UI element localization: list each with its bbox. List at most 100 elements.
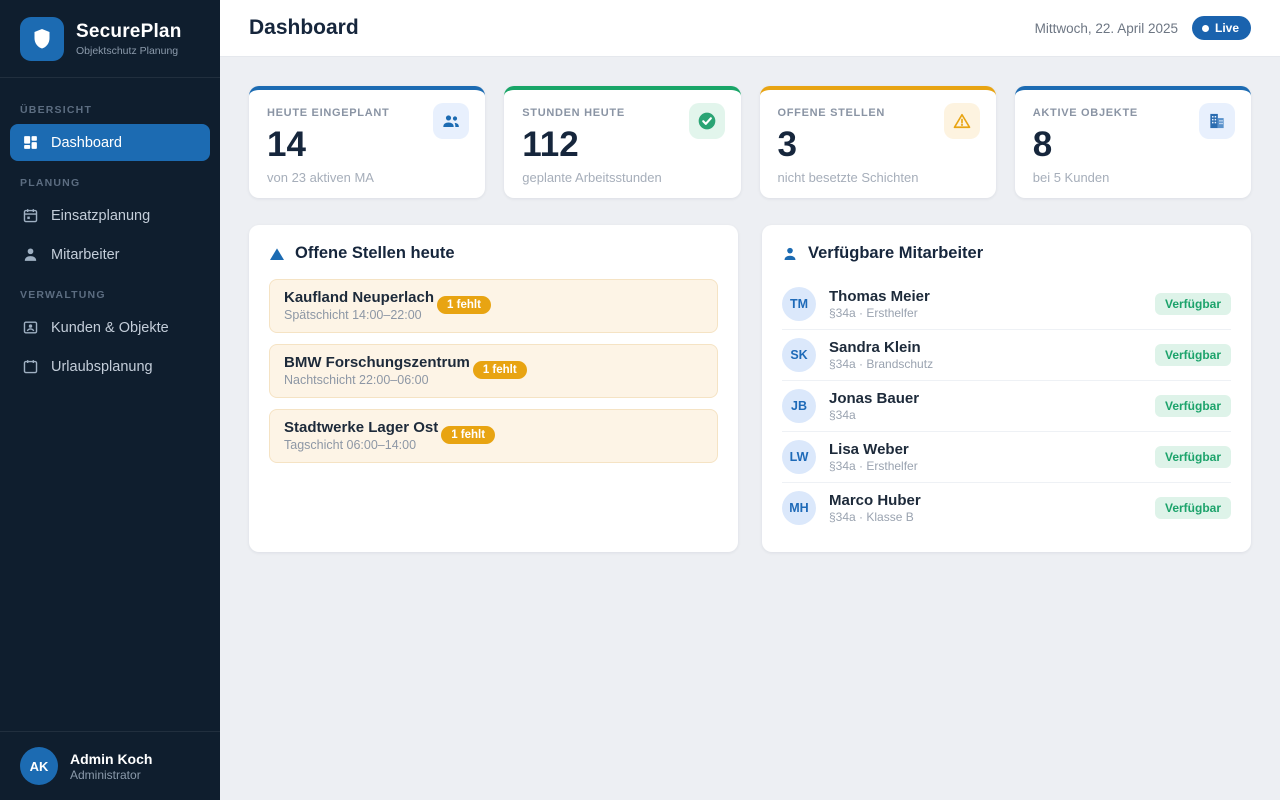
- dashboard-content: Heute eingeplant 14 von 23 aktiven MA St…: [220, 57, 1280, 800]
- availability-badge: Verfügbar: [1154, 497, 1231, 519]
- open-shifts-title: Offene Stellen heute: [295, 244, 455, 262]
- staff-qualifications: §34a · Klasse B: [829, 510, 914, 524]
- staff-avatar: JB: [782, 389, 816, 423]
- open-shifts-panel: Offene Stellen heute Kaufland Neuperlach…: [249, 225, 738, 552]
- app-brand: SecurePlan Objektschutz Planung: [0, 0, 220, 78]
- shift-time: Tagschicht 06:00–14:00: [284, 438, 417, 452]
- staff-name: Thomas Meier: [829, 288, 930, 305]
- triangle-alert-icon: [269, 246, 285, 262]
- staff-row-sandra-klein[interactable]: SK Sandra Klein §34a · Brandschutz Verfü…: [782, 330, 1231, 381]
- user-role: Administrator: [70, 767, 141, 782]
- staff-name: Lisa Weber: [829, 441, 909, 458]
- shift-object-name: BMW Forschungszentrum: [284, 354, 470, 371]
- availability-badge: Verfügbar: [1154, 293, 1231, 315]
- stat-subtitle: bei 5 Kunden: [1032, 169, 1110, 185]
- availability-badge: Verfügbar: [1154, 446, 1231, 468]
- shift-time: Nachtschicht 22:00–06:00: [284, 373, 429, 387]
- calendar-outline-icon: [22, 358, 39, 375]
- missing-count-badge: 1 fehlt: [437, 296, 491, 314]
- staff-qualifications: §34a · Brandschutz: [829, 357, 934, 371]
- staff-name: Jonas Bauer: [829, 390, 920, 407]
- person-icon: [22, 246, 39, 263]
- availability-badge: Verfügbar: [1154, 344, 1231, 366]
- nav-section-planung: Planung: [20, 177, 81, 189]
- staff-row-marco-huber[interactable]: MH Marco Huber §34a · Klasse B Verfügbar: [782, 483, 1231, 533]
- sidebar-user[interactable]: AK Admin Koch Administrator: [0, 731, 220, 800]
- sidebar-item-label: Einsatzplanung: [51, 207, 151, 224]
- user-avatar: AK: [20, 747, 58, 785]
- staff-name: Marco Huber: [829, 492, 921, 509]
- shift-object-name: Kaufland Neuperlach: [284, 289, 435, 306]
- check-circle-icon: [688, 103, 725, 139]
- stat-card-offene-stellen: Offene Stellen 3 nicht besetzte Schichte…: [759, 86, 996, 198]
- sidebar-item-dashboard[interactable]: Dashboard: [10, 124, 210, 161]
- contact-card-icon: [22, 319, 39, 336]
- staff-qualifications: §34a · Ersthelfer: [829, 306, 918, 320]
- staff-row-lisa-weber[interactable]: LW Lisa Weber §34a · Ersthelfer Verfügba…: [782, 432, 1231, 483]
- calendar-icon: [22, 207, 39, 224]
- shift-item-bmw[interactable]: BMW Forschungszentrum 1 fehlt Nachtschic…: [269, 344, 718, 398]
- panels-grid: Offene Stellen heute Kaufland Neuperlach…: [249, 225, 1251, 552]
- stat-value: 8: [1032, 125, 1053, 164]
- shield-icon: [30, 27, 54, 51]
- stat-label: Heute eingeplant: [267, 107, 390, 119]
- building-icon: [1199, 103, 1235, 139]
- nav-section-verwaltung: Verwaltung: [20, 289, 106, 301]
- staff-qualifications: §34a: [829, 408, 856, 422]
- stat-value: 112: [522, 125, 579, 164]
- staff-row-jonas-bauer[interactable]: JB Jonas Bauer §34a Verfügbar: [782, 381, 1231, 432]
- sidebar-nav: Übersicht Dashboard Planung Einsatzplanu…: [0, 78, 220, 731]
- staff-avatar: MH: [782, 491, 816, 525]
- stat-label: Offene Stellen: [777, 107, 886, 119]
- staff-avatar: SK: [782, 338, 816, 372]
- staff-row-thomas-meier[interactable]: TM Thomas Meier §34a · Ersthelfer Verfüg…: [782, 279, 1231, 330]
- staff-avatar: TM: [782, 287, 816, 321]
- sidebar-item-label: Mitarbeiter: [51, 246, 120, 263]
- live-dot-icon: [1201, 24, 1209, 32]
- sidebar-item-label: Urlaubsplanung: [51, 358, 153, 375]
- staff-avatar: LW: [782, 440, 816, 474]
- person-icon: [782, 246, 798, 262]
- app-tagline: Objektschutz Planung: [76, 45, 179, 57]
- topbar: Dashboard Mittwoch, 22. April 2025 Live: [220, 0, 1280, 57]
- user-name: Admin Koch: [70, 750, 153, 767]
- live-status-badge: Live: [1191, 16, 1251, 40]
- shift-item-stadtwerke[interactable]: Stadtwerke Lager Ost 1 fehlt Tagschicht …: [269, 409, 718, 463]
- sidebar-item-kunden-objekte[interactable]: Kunden & Objekte: [10, 309, 210, 346]
- stat-value: 14: [267, 125, 306, 164]
- stat-label: Stunden heute: [522, 107, 625, 119]
- stat-card-stunden-heute: Stunden heute 112 geplante Arbeitsstunde…: [504, 86, 741, 198]
- missing-count-badge: 1 fehlt: [441, 426, 496, 444]
- stat-subtitle: nicht besetzte Schichten: [777, 169, 919, 185]
- app-name: SecurePlan: [76, 21, 182, 42]
- staff-qualifications: §34a · Ersthelfer: [829, 459, 918, 473]
- app-logo: [20, 17, 64, 61]
- page-title: Dashboard: [249, 16, 359, 39]
- stat-label: Aktive Objekte: [1032, 107, 1138, 119]
- available-staff-title: Verfügbare Mitarbeiter: [808, 244, 984, 262]
- sidebar-item-label: Dashboard: [51, 134, 122, 151]
- stat-subtitle: von 23 aktiven MA: [267, 169, 374, 185]
- people-icon: [433, 103, 470, 139]
- stats-grid: Heute eingeplant 14 von 23 aktiven MA St…: [249, 86, 1251, 198]
- shift-object-name: Stadtwerke Lager Ost: [284, 419, 439, 436]
- missing-count-badge: 1 fehlt: [472, 361, 527, 379]
- sidebar-item-mitarbeiter[interactable]: Mitarbeiter: [10, 236, 210, 273]
- nav-section-uebersicht: Übersicht: [20, 104, 93, 116]
- live-label: Live: [1214, 21, 1239, 35]
- availability-badge: Verfügbar: [1154, 395, 1231, 417]
- stat-card-heute-eingeplant: Heute eingeplant 14 von 23 aktiven MA: [249, 86, 486, 198]
- stat-value: 3: [777, 125, 797, 164]
- stat-card-aktive-objekte: Aktive Objekte 8 bei 5 Kunden: [1014, 86, 1251, 198]
- sidebar: SecurePlan Objektschutz Planung Übersich…: [0, 0, 220, 800]
- available-staff-panel: Verfügbare Mitarbeiter TM Thomas Meier §…: [762, 225, 1251, 552]
- sidebar-item-urlaubsplanung[interactable]: Urlaubsplanung: [10, 348, 210, 385]
- sidebar-item-label: Kunden & Objekte: [51, 319, 169, 336]
- staff-name: Sandra Klein: [829, 339, 921, 356]
- current-date: Mittwoch, 22. April 2025: [1034, 20, 1178, 36]
- sidebar-item-einsatzplanung[interactable]: Einsatzplanung: [10, 197, 210, 234]
- warning-triangle-icon: [943, 103, 980, 139]
- stat-subtitle: geplante Arbeitsstunden: [522, 169, 662, 185]
- dashboard-grid-icon: [22, 134, 39, 151]
- shift-item-kaufland[interactable]: Kaufland Neuperlach 1 fehlt Spätschicht …: [269, 279, 718, 333]
